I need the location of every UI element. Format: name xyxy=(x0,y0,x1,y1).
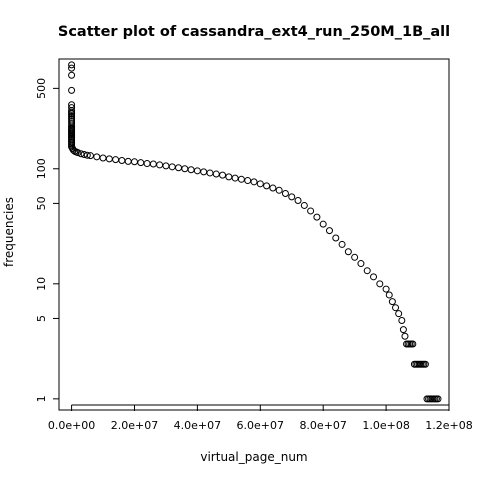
x-tick-label: 1.0e+08 xyxy=(362,419,409,432)
scatter-point xyxy=(168,163,176,171)
y-tick-label: 500 xyxy=(35,78,48,99)
scatter-point xyxy=(344,248,352,256)
scatter-point xyxy=(275,186,283,194)
scatter-point xyxy=(300,201,308,209)
data-points xyxy=(68,61,442,403)
scatter-point xyxy=(68,61,76,69)
scatter-point xyxy=(74,149,82,157)
x-axis-label: virtual_page_num xyxy=(200,450,307,464)
scatter-point xyxy=(281,189,289,197)
scatter-point xyxy=(388,298,396,306)
scatter-point xyxy=(137,159,145,167)
scatter-point xyxy=(237,175,245,183)
y-tick-label: 100 xyxy=(35,158,48,179)
scatter-point xyxy=(193,167,201,175)
scatter-point xyxy=(256,180,264,188)
scatter-point xyxy=(130,158,138,166)
x-tick-label: 2.0e+07 xyxy=(111,419,158,432)
y-axis-label: frequencies xyxy=(2,197,16,267)
y-tick-label: 10 xyxy=(35,277,48,291)
scatter-point xyxy=(181,165,189,173)
scatter-point xyxy=(206,169,214,177)
scatter-point xyxy=(244,177,252,185)
scatter-point xyxy=(434,395,442,403)
scatter-point xyxy=(219,171,227,179)
scatter-point xyxy=(409,340,417,348)
scatter-point xyxy=(118,157,126,165)
scatter-point xyxy=(77,150,85,158)
scatter-point xyxy=(319,220,327,228)
scatter-point xyxy=(325,227,333,235)
scatter-point xyxy=(370,273,378,281)
scatter-point xyxy=(149,160,157,168)
scatter-point xyxy=(162,162,170,170)
scatter-point xyxy=(382,285,390,293)
scatter-point xyxy=(187,166,195,174)
scatter-point xyxy=(225,173,233,181)
scatter-point xyxy=(338,240,346,248)
scatter-point xyxy=(156,161,164,169)
scatter-point xyxy=(68,121,76,129)
scatter-point xyxy=(398,316,406,324)
chart-title: Scatter plot of cassandra_ext4_run_250M_… xyxy=(58,24,450,40)
scatter-point xyxy=(357,260,365,268)
scatter-point xyxy=(200,168,208,176)
y-tick-label: 5 xyxy=(35,315,48,322)
scatter-point xyxy=(143,160,151,168)
x-tick-label: 6.0e+07 xyxy=(237,419,284,432)
x-tick-label: 4.0e+07 xyxy=(174,419,221,432)
scatter-point xyxy=(68,71,76,79)
x-tick-label: 8.0e+07 xyxy=(299,419,346,432)
plot-frame xyxy=(58,58,450,411)
y-tick-label: 50 xyxy=(35,196,48,210)
y-tick-label: 1 xyxy=(35,395,48,402)
scatter-point xyxy=(68,64,76,72)
scatter-point xyxy=(263,182,271,190)
scatter-point xyxy=(99,154,107,162)
scatter-point xyxy=(83,151,91,159)
scatter-point xyxy=(124,157,132,165)
scatter-point xyxy=(307,207,315,215)
scatter-point xyxy=(385,291,393,299)
x-tick-label: 0.0e+00 xyxy=(48,419,95,432)
scatter-point xyxy=(294,196,302,204)
scatter-point xyxy=(93,153,101,161)
scatter-point xyxy=(212,170,220,178)
scatter-point xyxy=(250,178,258,186)
axes: 0.0e+00 2.0e+07 4.0e+07 6.0e+07 8.0e+07 1.0e+… xyxy=(35,78,473,432)
scatter-point xyxy=(376,280,384,288)
scatter-point xyxy=(401,332,409,340)
scatter-point xyxy=(392,304,400,312)
scatter-point xyxy=(231,174,239,182)
scatter-point xyxy=(399,326,407,334)
scatter-point xyxy=(395,310,403,318)
scatter-point xyxy=(421,360,429,368)
scatter-point xyxy=(363,267,371,275)
scatter-point xyxy=(269,184,277,192)
scatter-point xyxy=(351,253,359,261)
x-tick-label: 1.2e+08 xyxy=(425,419,472,432)
scatter-point xyxy=(288,193,296,201)
scatter-point xyxy=(112,156,120,164)
scatter-point xyxy=(175,164,183,172)
scatter-point xyxy=(68,86,76,94)
scatter-point xyxy=(105,155,113,163)
scatter-point xyxy=(313,213,321,221)
scatter-point xyxy=(332,234,340,242)
